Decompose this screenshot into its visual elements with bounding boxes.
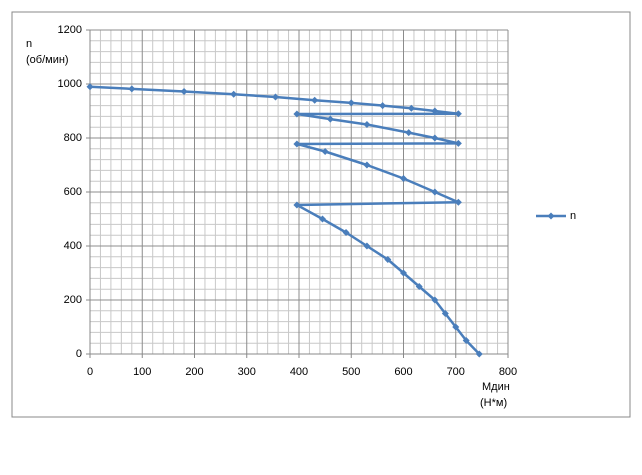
point: [271, 93, 279, 101]
point: [431, 296, 439, 304]
point: [407, 104, 415, 112]
x-tick-label: 100: [133, 366, 151, 378]
point: [326, 115, 334, 123]
y-tick-label: 200: [64, 294, 82, 306]
point: [86, 83, 94, 91]
x-axis-label: Мдин: [482, 381, 510, 393]
point: [454, 198, 462, 206]
point: [400, 269, 407, 277]
point: [379, 102, 387, 110]
y-tick-label: 1000: [58, 78, 82, 90]
point: [454, 139, 462, 147]
point: [415, 283, 423, 290]
x-tick-label: 500: [342, 366, 360, 378]
point: [441, 310, 449, 317]
point: [342, 229, 350, 236]
point: [128, 85, 136, 93]
point: [321, 148, 329, 155]
point: [363, 161, 371, 169]
x-axis-label: (Н*м): [480, 397, 507, 409]
point: [347, 99, 355, 107]
point: [431, 188, 439, 196]
x-tick-label: 200: [185, 366, 203, 378]
y-tick-label: 800: [64, 132, 82, 144]
point: [454, 110, 462, 118]
y-tick-label: 1200: [58, 24, 82, 36]
x-tick-label: 400: [290, 366, 308, 378]
legend-label: n: [570, 210, 576, 222]
y-tick-label: 0: [76, 348, 82, 360]
x-tick-label: 600: [394, 366, 412, 378]
point: [363, 121, 371, 128]
point: [405, 129, 413, 137]
x-tick-label: 800: [499, 366, 517, 378]
point: [363, 242, 371, 250]
point: [230, 90, 238, 98]
x-tick-label: 700: [447, 366, 465, 378]
point: [384, 256, 392, 263]
point: [431, 134, 439, 142]
y-tick-label: 400: [64, 240, 82, 252]
point: [319, 215, 327, 223]
point: [180, 88, 188, 96]
point: [431, 107, 439, 115]
y-axis-label: n: [26, 38, 32, 50]
point: [293, 140, 301, 148]
x-tick-label: 0: [87, 366, 93, 378]
point: [462, 337, 470, 344]
y-axis-label: (об/мин): [26, 54, 69, 66]
point: [293, 110, 301, 118]
point: [400, 175, 407, 182]
chart-frame: [11, 11, 631, 418]
legend-marker: [547, 212, 555, 220]
point: [475, 350, 483, 358]
point: [452, 323, 460, 331]
y-tick-label: 600: [64, 186, 82, 198]
x-tick-label: 300: [238, 366, 256, 378]
point: [311, 96, 319, 104]
point: [293, 201, 301, 209]
